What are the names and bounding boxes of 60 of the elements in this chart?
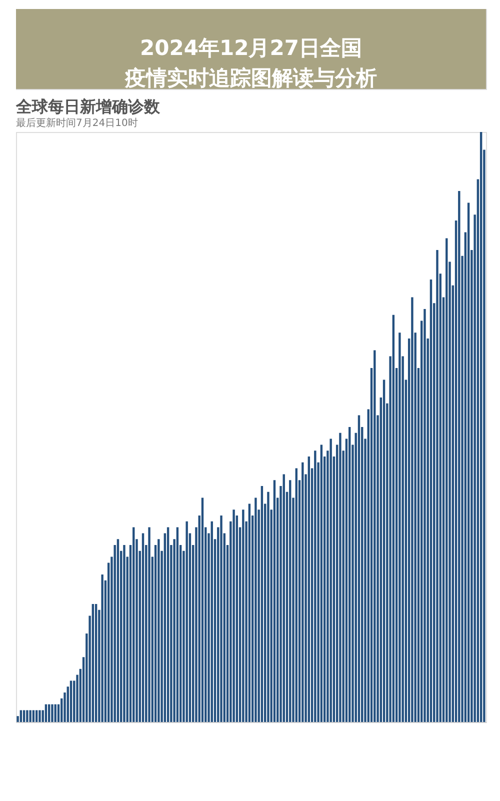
bar: [142, 533, 144, 722]
bar: [176, 527, 179, 722]
bar: [158, 539, 160, 722]
bar: [446, 238, 448, 722]
bar: [38, 710, 41, 722]
bar: [201, 498, 204, 722]
bar: [282, 474, 285, 722]
bar: [320, 444, 323, 722]
bar: [467, 202, 470, 722]
bar: [22, 710, 26, 722]
bar: [166, 527, 170, 722]
bar: [48, 704, 50, 722]
bar: [289, 480, 292, 722]
bar: [54, 704, 56, 722]
bar: [29, 710, 32, 722]
bar: [480, 132, 482, 722]
bar: [210, 521, 213, 722]
bar: [458, 191, 460, 722]
bar: [94, 604, 98, 722]
chart-title: 全球每日新增确诊数: [15, 97, 161, 116]
bar: [26, 710, 28, 722]
bar: [186, 521, 188, 722]
bar: [411, 297, 414, 722]
bar: [273, 480, 276, 722]
bar: [424, 309, 426, 722]
bar: [358, 415, 360, 722]
bar: [267, 492, 270, 722]
bar: [382, 380, 386, 722]
bar: [35, 710, 38, 722]
bar: [392, 314, 395, 722]
bar: [314, 450, 316, 722]
bar: [348, 427, 351, 722]
bar: [132, 527, 135, 722]
bar: [330, 438, 332, 722]
bar: [248, 504, 251, 722]
bar: [430, 280, 432, 722]
bar: [436, 250, 438, 722]
bar: [70, 680, 72, 722]
bar: [20, 710, 22, 722]
bar: [242, 510, 244, 722]
bar: [302, 462, 304, 722]
bar: [374, 350, 376, 722]
bar: [123, 545, 126, 722]
bar: [254, 498, 257, 722]
bar: [220, 516, 222, 722]
bar: [92, 604, 94, 722]
bar: [295, 468, 298, 722]
text: 2024年12月27日全国疫情实时追踪图解读与分析: [124, 36, 377, 90]
bar: [51, 704, 54, 722]
bar: [339, 432, 342, 722]
chart-subtitle: 最后更新时间7月24日10时: [16, 117, 138, 129]
bar: [232, 510, 235, 722]
bar: [260, 486, 264, 722]
bar: [32, 710, 35, 722]
bar: [148, 527, 150, 722]
bar: [398, 332, 401, 722]
bar: [44, 704, 48, 722]
bar: [116, 539, 120, 722]
bar: [308, 456, 310, 722]
bar: [101, 574, 104, 722]
